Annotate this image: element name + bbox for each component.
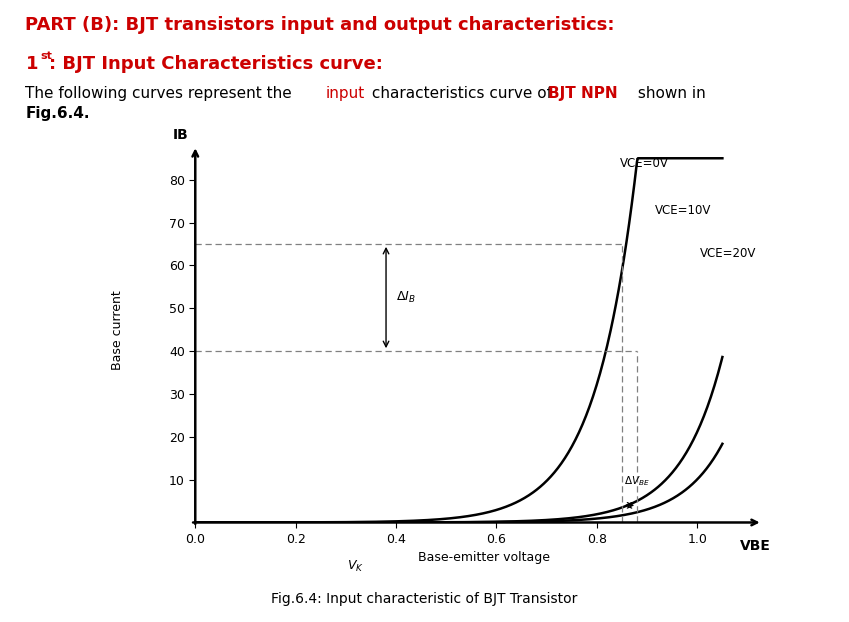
Text: VCE=10V: VCE=10V [655, 204, 711, 217]
Text: $\Delta I_B$: $\Delta I_B$ [396, 290, 416, 305]
Text: Fig.6.4.: Fig.6.4. [25, 106, 90, 121]
Y-axis label: Base current: Base current [111, 290, 125, 369]
Text: IB: IB [172, 128, 188, 142]
Text: Fig.6.4: Input characteristic of BJT Transistor: Fig.6.4: Input characteristic of BJT Tra… [272, 592, 577, 606]
Text: VCE=20V: VCE=20V [700, 247, 756, 260]
Text: shown in: shown in [633, 86, 706, 101]
Text: characteristics curve of: characteristics curve of [367, 86, 557, 101]
Text: VBE: VBE [739, 539, 770, 554]
Text: st: st [40, 51, 52, 61]
Text: PART (B): BJT transistors input and output characteristics:: PART (B): BJT transistors input and outp… [25, 16, 615, 34]
Text: 1: 1 [25, 55, 38, 73]
Text: : BJT Input Characteristics curve:: : BJT Input Characteristics curve: [49, 55, 383, 73]
Text: input: input [325, 86, 364, 101]
Text: VCE=0V: VCE=0V [620, 157, 668, 170]
Text: BJT NPN: BJT NPN [548, 86, 617, 101]
X-axis label: Base-emitter voltage: Base-emitter voltage [418, 552, 550, 564]
Text: The following curves represent the: The following curves represent the [25, 86, 297, 101]
Text: $V_K$: $V_K$ [347, 559, 364, 573]
Text: $\Delta V_{BE}$: $\Delta V_{BE}$ [625, 474, 650, 488]
